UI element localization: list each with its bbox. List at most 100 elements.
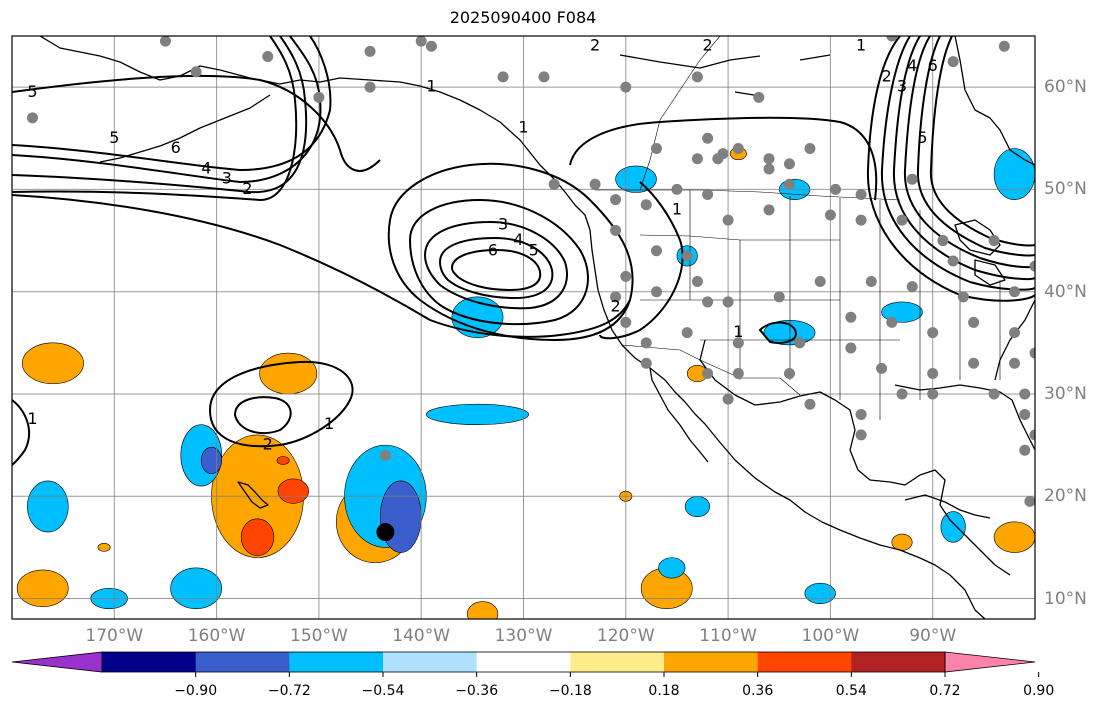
latitude-label: 20°N [1044,486,1087,507]
contour-label: 1 [856,36,866,55]
contour-label: 3 [222,169,232,188]
contour-label: 1 [733,322,743,341]
contour-pacific-ridge [12,194,631,338]
contour-label: 1 [27,409,37,428]
contour-label: 3 [897,77,907,96]
colorbar-tick-label: 0.18 [648,683,680,699]
map-frame [11,35,1036,620]
colorbar-tick-label: 0.54 [835,683,867,699]
station-dot [1029,429,1035,441]
station-dot [886,36,898,42]
anomaly-patch [466,601,499,619]
station-dot [927,327,939,339]
anomaly-patch [993,148,1035,200]
station-dot [640,337,652,349]
station-dot [886,316,898,328]
station-dot [732,368,744,380]
longitude-label: 170°W [85,626,144,646]
station-dot [783,178,795,190]
colorbar-extend-high [944,651,1036,673]
anomaly-patch [379,480,422,553]
station-dot [1009,286,1021,298]
station-dot [610,291,622,303]
longitude-label: 140°W [392,626,451,646]
anomaly-patch [97,543,111,552]
station-dot [830,183,842,195]
station-dot [824,209,836,221]
contour-aleutian-low-4 [12,36,308,194]
colorbar-tick-label: −0.18 [548,683,592,699]
contour-canada-2 [599,181,684,340]
station-dot [845,342,857,354]
station-dot [988,235,1000,247]
contour-hudson-trough-2 [880,36,1035,291]
colorbar-tick-label: −0.36 [455,683,499,699]
longitude-label: 130°W [494,626,553,646]
anomaly-patch [16,569,69,608]
station-dot [691,275,703,287]
contour-subtropical-high-2 [233,396,292,435]
station-dot [610,194,622,206]
station-dot [927,368,939,380]
station-dot [497,71,509,83]
contour-label: 5 [529,240,539,259]
colorbar-tick-label: 0.72 [929,683,961,699]
contour-label: 6 [171,138,181,157]
station-dot [1009,327,1021,339]
anomaly-patch [426,403,529,425]
station-dot [671,183,683,195]
station-dot [855,429,867,441]
station-dot [763,163,775,175]
station-dot [937,235,949,247]
station-dot [855,214,867,226]
longitude-label: 110°W [699,626,757,646]
station-dot [190,66,202,78]
station-dot [855,408,867,420]
station-dot [702,132,714,144]
coastline-cuba [904,494,991,519]
station-dot [773,291,785,303]
station-dot [876,362,888,374]
latitude-label: 50°N [1044,179,1087,200]
station-dot [548,178,560,190]
colorbar-tick-label: 0.90 [1023,683,1055,699]
latitude-label: 40°N [1044,281,1087,302]
contour-northeast-pacific-low-3 [423,220,568,310]
contour-aleutian-low-1 [12,74,381,172]
latitude-label: 10°N [1044,588,1087,609]
pressure-contours [12,36,1035,466]
contour-hudson-trough-1 [866,36,1035,302]
station-dot [650,286,662,298]
station-dot [691,153,703,165]
contour-hudson-trough-4 [903,36,1035,268]
station-dot [702,368,714,380]
contour-hudson-trough-3 [892,36,1035,280]
colorbar-segment [102,652,197,672]
station-dot [896,388,908,400]
contour-aleutian-low-5 [12,36,298,202]
station-dot [313,91,325,103]
station-dot [906,281,918,293]
anomaly-patch [200,446,223,475]
anomaly-patch [21,342,84,385]
latitude-label: 60°N [1044,77,1087,98]
contour-label: 5 [917,128,927,147]
anomaly-patch [240,518,275,556]
anomaly-patch [259,352,318,395]
coastline-florida [894,384,1035,451]
station-dot [364,45,376,57]
contour-label: 1 [324,414,334,433]
station-dot [947,255,959,267]
anomaly-patch [170,567,223,610]
contour-label: 1 [426,77,436,96]
map-title: 2025090400 F084 [449,8,597,27]
station-dot [262,50,274,62]
contour-aleutian-low-2 [12,36,332,172]
station-dot [538,71,550,83]
contour-southwest-high [758,321,797,344]
station-dot [804,398,816,410]
contour-label: 2 [610,297,620,316]
anomaly-patch [27,480,69,533]
station-dot [722,296,734,308]
